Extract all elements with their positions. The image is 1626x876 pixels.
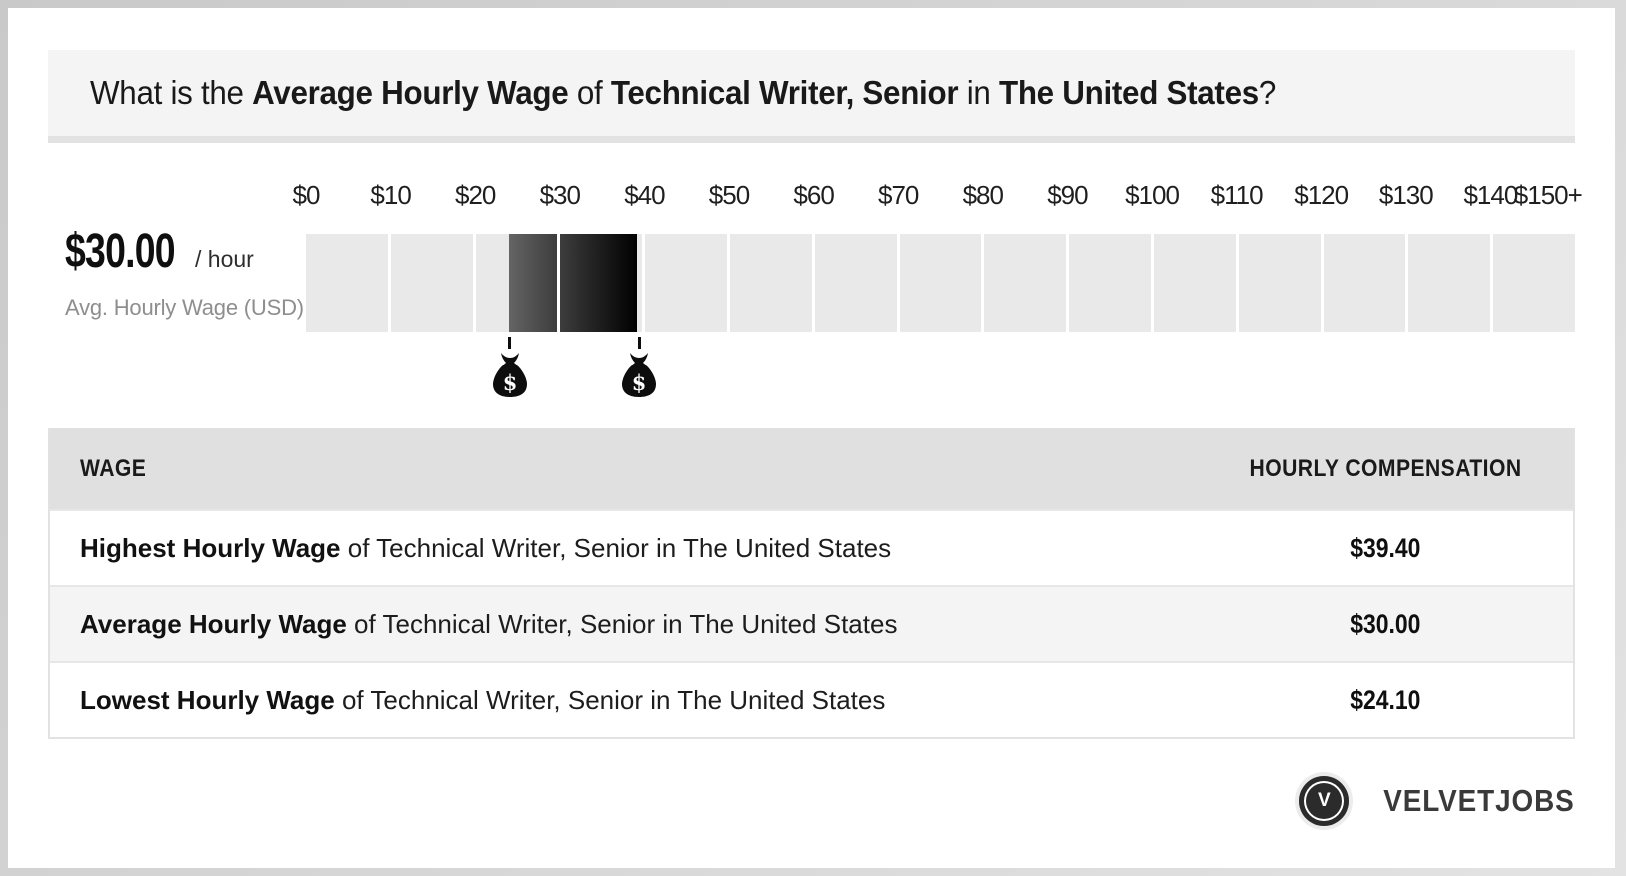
velvetjobs-logo-icon: V (1299, 776, 1350, 826)
title-segment: ? (1258, 74, 1277, 111)
wage-range-fill (560, 234, 638, 332)
marker-dash (508, 337, 512, 349)
wage-scale-chart: $30.00 / hour Avg. Hourly Wage (USD) $0 $… (48, 180, 1583, 397)
wage-bar-cell (729, 234, 812, 332)
svg-text:$: $ (503, 370, 518, 395)
svg-text:$: $ (632, 370, 647, 395)
wage-bar-cell (1153, 234, 1236, 332)
title-segment: in (958, 74, 999, 111)
wage-bar: $ $ (306, 234, 1575, 397)
axis-tick-label: $140 (1463, 180, 1518, 210)
title-segment: Average Hourly Wage (252, 74, 569, 111)
axis-tick-label: $90 (1047, 180, 1088, 210)
wage-row-value: $39.40 (1350, 532, 1421, 563)
table-row: Lowest Hourly Wage of Technical Writer, … (50, 661, 1573, 737)
table-body: Highest Hourly Wage of Technical Writer,… (50, 509, 1573, 737)
axis-tick-label: $30 (539, 180, 581, 210)
velvetjobs-logo[interactable]: V VELVETJOBS (1299, 776, 1575, 826)
table-row: Average Hourly Wage of Technical Writer,… (50, 585, 1573, 661)
wage-row-label: Average Hourly Wage of Technical Writer,… (80, 608, 898, 639)
wage-bar-cell (390, 234, 473, 332)
axis-tick-label: $100 (1125, 180, 1180, 210)
average-wage-amount: $30.00 (65, 225, 176, 278)
axis-tick-label: $150+ (1513, 180, 1583, 210)
average-wage-line: $30.00 / hour (65, 224, 306, 279)
wage-row-value: $30.00 (1350, 608, 1421, 639)
wage-bar-cells (306, 234, 1575, 332)
money-bag-icon: $ (492, 353, 527, 397)
title-segment: of (568, 74, 611, 111)
wage-bar-cell (1408, 234, 1491, 332)
marker-dash (637, 337, 641, 349)
title-segment: Technical Writer, Senior (610, 74, 959, 111)
axis-tick-label: $110 (1210, 180, 1264, 210)
wage-bar-cell (645, 234, 727, 332)
column-header-hourly-compensation: HOURLY COMPENSATION (1249, 454, 1522, 482)
brand-name: VELVETJOBS (1383, 783, 1575, 818)
highest-wage-marker: $ (620, 332, 658, 397)
wage-bar-cell (560, 234, 643, 332)
wage-summary: $30.00 / hour Avg. Hourly Wage (USD) (48, 180, 306, 332)
average-wage-caption: Avg. Hourly Wage (USD) (65, 295, 304, 320)
wage-bar-cell (1493, 234, 1575, 332)
footer: V VELVETJOBS (48, 776, 1575, 826)
money-bag-icon: $ (622, 353, 657, 397)
wage-range-fill (509, 234, 558, 332)
axis-tick-label: $120 (1294, 180, 1349, 210)
wage-bar-cell (475, 234, 558, 332)
axis-tick-labels: $0 $10 $20 $30 $40 $50 $60 $70 $80 $90 $100 $110 $12… (293, 180, 1583, 210)
lowest-wage-marker: $ (491, 332, 529, 397)
title-segment: What is the (90, 74, 253, 111)
wage-bar-cell (306, 234, 388, 332)
axis-tick-label: $40 (624, 180, 665, 210)
wage-table: WAGE HOURLY COMPENSATION Highest Hourly … (48, 428, 1575, 739)
wage-bar-cell (1069, 234, 1151, 332)
wage-bar-cell (1323, 234, 1406, 332)
wage-bar-cell (984, 234, 1067, 332)
axis-tick-label: $60 (793, 180, 834, 210)
table-header-row: WAGE HOURLY COMPENSATION (50, 428, 1573, 509)
average-wage-unit: / hour (195, 246, 254, 272)
scale-area: $0 $10 $20 $30 $40 $50 $60 $70 $80 $90 $100 $110 $12… (293, 180, 1583, 397)
wage-row-label: Highest Hourly Wage of Technical Writer,… (80, 532, 892, 563)
infographic-card: What is the Average Hourly Wage of Techn… (8, 8, 1615, 868)
title-bar: What is the Average Hourly Wage of Techn… (48, 50, 1575, 143)
axis-tick-label: $10 (370, 180, 411, 210)
axis-tick-label: $20 (454, 180, 496, 210)
axis-tick-label: $0 (292, 180, 321, 210)
column-header-wage: WAGE (80, 454, 147, 482)
axis-tick-label: $80 (962, 180, 1004, 210)
wage-row-label: Lowest Hourly Wage of Technical Writer, … (80, 684, 886, 715)
axis-tick-label: $50 (708, 180, 750, 210)
wage-row-value: $24.10 (1350, 684, 1421, 715)
title-segment: The United States (998, 74, 1259, 111)
page-title: What is the Average Hourly Wage of Techn… (90, 74, 1276, 112)
axis-tick-label: $130 (1378, 180, 1434, 210)
table-row: Highest Hourly Wage of Technical Writer,… (50, 509, 1573, 585)
wage-bar-cell (1238, 234, 1321, 332)
wage-bar-cell (899, 234, 982, 332)
wage-bar-cell (814, 234, 897, 332)
axis-tick-label: $70 (877, 180, 919, 210)
